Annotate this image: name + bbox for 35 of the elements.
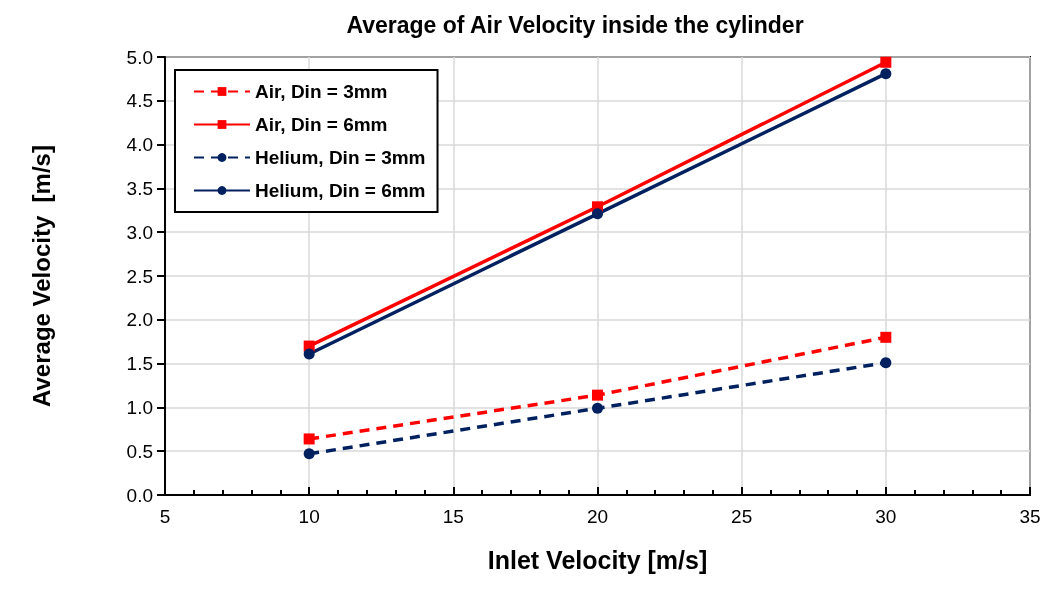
x-axis-title: Inlet Velocity [m/s] <box>487 545 708 574</box>
y-tick-label: 1.5 <box>126 353 153 375</box>
x-tick-label: 5 <box>159 506 171 527</box>
x-tick-label: 10 <box>298 506 320 527</box>
y-tick-label: 0.5 <box>126 440 153 462</box>
x-tick-label: 25 <box>731 506 753 527</box>
x-tick-label: 35 <box>1019 506 1041 527</box>
x-tick-label: 15 <box>442 506 464 527</box>
legend-label: Air, Din = 6mm <box>255 114 388 135</box>
y-tick-label: 4.0 <box>126 134 153 156</box>
chart-title: Average of Air Velocity inside the cylinder <box>346 11 804 38</box>
point <box>880 56 892 68</box>
y-tick-label: 3.0 <box>126 221 153 243</box>
x-tick-label: 30 <box>875 506 897 527</box>
y-tick-label: 2.5 <box>126 265 153 287</box>
legend-label: Air, Din = 3mm <box>255 81 388 102</box>
y-tick-label: 5.0 <box>126 46 153 68</box>
point <box>592 402 603 414</box>
point <box>880 68 892 80</box>
legend-label: Helium, Din = 3mm <box>255 147 426 168</box>
point <box>880 331 892 343</box>
y-tick-label: 3.5 <box>126 177 153 199</box>
x-tick-label: 20 <box>586 506 609 527</box>
legend-label: Helium, Din = 6mm <box>255 180 426 201</box>
point <box>880 357 892 369</box>
y-tick-label: 0.0 <box>126 484 153 506</box>
point <box>303 348 315 360</box>
y-tick-label: 4.5 <box>126 90 153 112</box>
y-axis-title: Average Velocity [m/s] <box>27 145 55 407</box>
y-tick-label: 2.0 <box>126 309 153 331</box>
point <box>303 433 315 445</box>
point <box>303 448 315 460</box>
point <box>592 389 603 401</box>
y-tick-label: 1.0 <box>126 396 153 418</box>
point <box>592 208 603 220</box>
